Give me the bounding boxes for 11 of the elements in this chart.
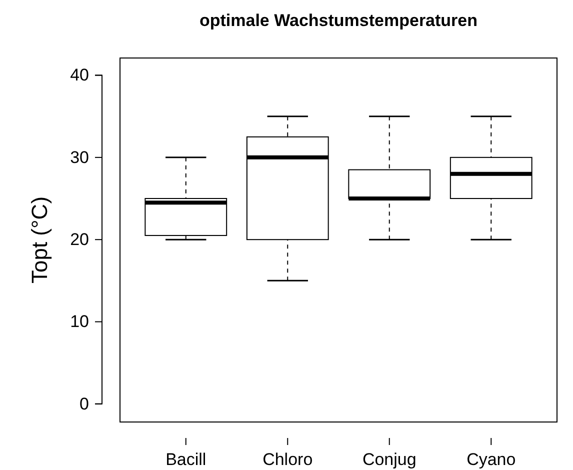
x-tick-label: Bacill [166,450,206,470]
x-tick-label: Conjug [362,450,416,470]
y-tick-label: 10 [70,312,89,332]
x-tick-label: Cyano [466,450,516,470]
y-axis-title: Topt (°C) [27,196,52,284]
y-tick-label: 0 [80,394,89,414]
y-tick-label: 40 [70,66,89,85]
chart-title: optimale Wachstumstemperaturen [199,11,478,30]
x-tick-label: Chloro [262,450,313,470]
y-tick-label: 30 [70,148,89,167]
y-tick-label: 20 [70,230,89,250]
